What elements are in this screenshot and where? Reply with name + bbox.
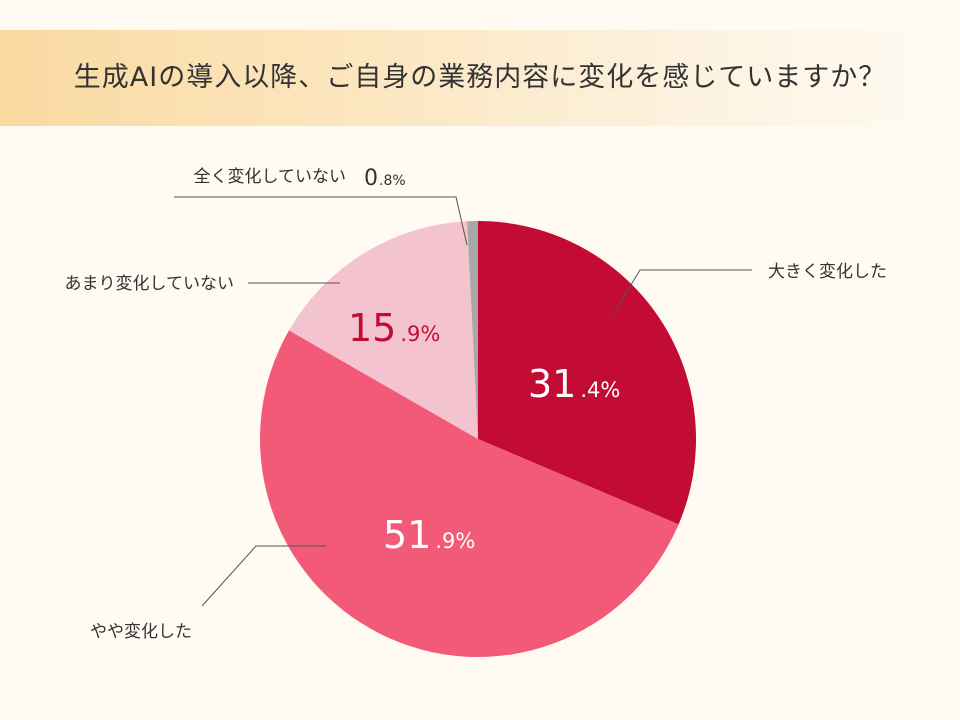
slice-value-0: 31.4%	[528, 362, 620, 406]
slice-value-1: 51.9%	[383, 513, 475, 557]
slice-value-2: 15.9%	[348, 306, 440, 350]
leader-line-1	[201, 545, 326, 607]
pie-slice-1	[259, 330, 679, 658]
title-banner: 生成AIの導入以降、ご自身の業務内容に変化を感じていますか？	[0, 30, 960, 126]
slice-label-0: 大きく変化した	[768, 262, 887, 282]
slice-value-3: 0.8%	[364, 166, 406, 191]
slice-label-2: あまり変化していない	[65, 274, 235, 294]
chart-title: 生成AIの導入以降、ご自身の業務内容に変化を感じていますか？	[73, 62, 887, 93]
pie-slice-3	[467, 221, 478, 439]
pie-slice-0	[478, 221, 696, 525]
slice-label-3: 全く変化していない	[194, 167, 347, 187]
leader-line-3	[174, 196, 468, 246]
pie-slice-2	[288, 221, 478, 439]
slice-label-1: やや変化した	[90, 622, 192, 642]
leader-line-0	[611, 269, 752, 317]
